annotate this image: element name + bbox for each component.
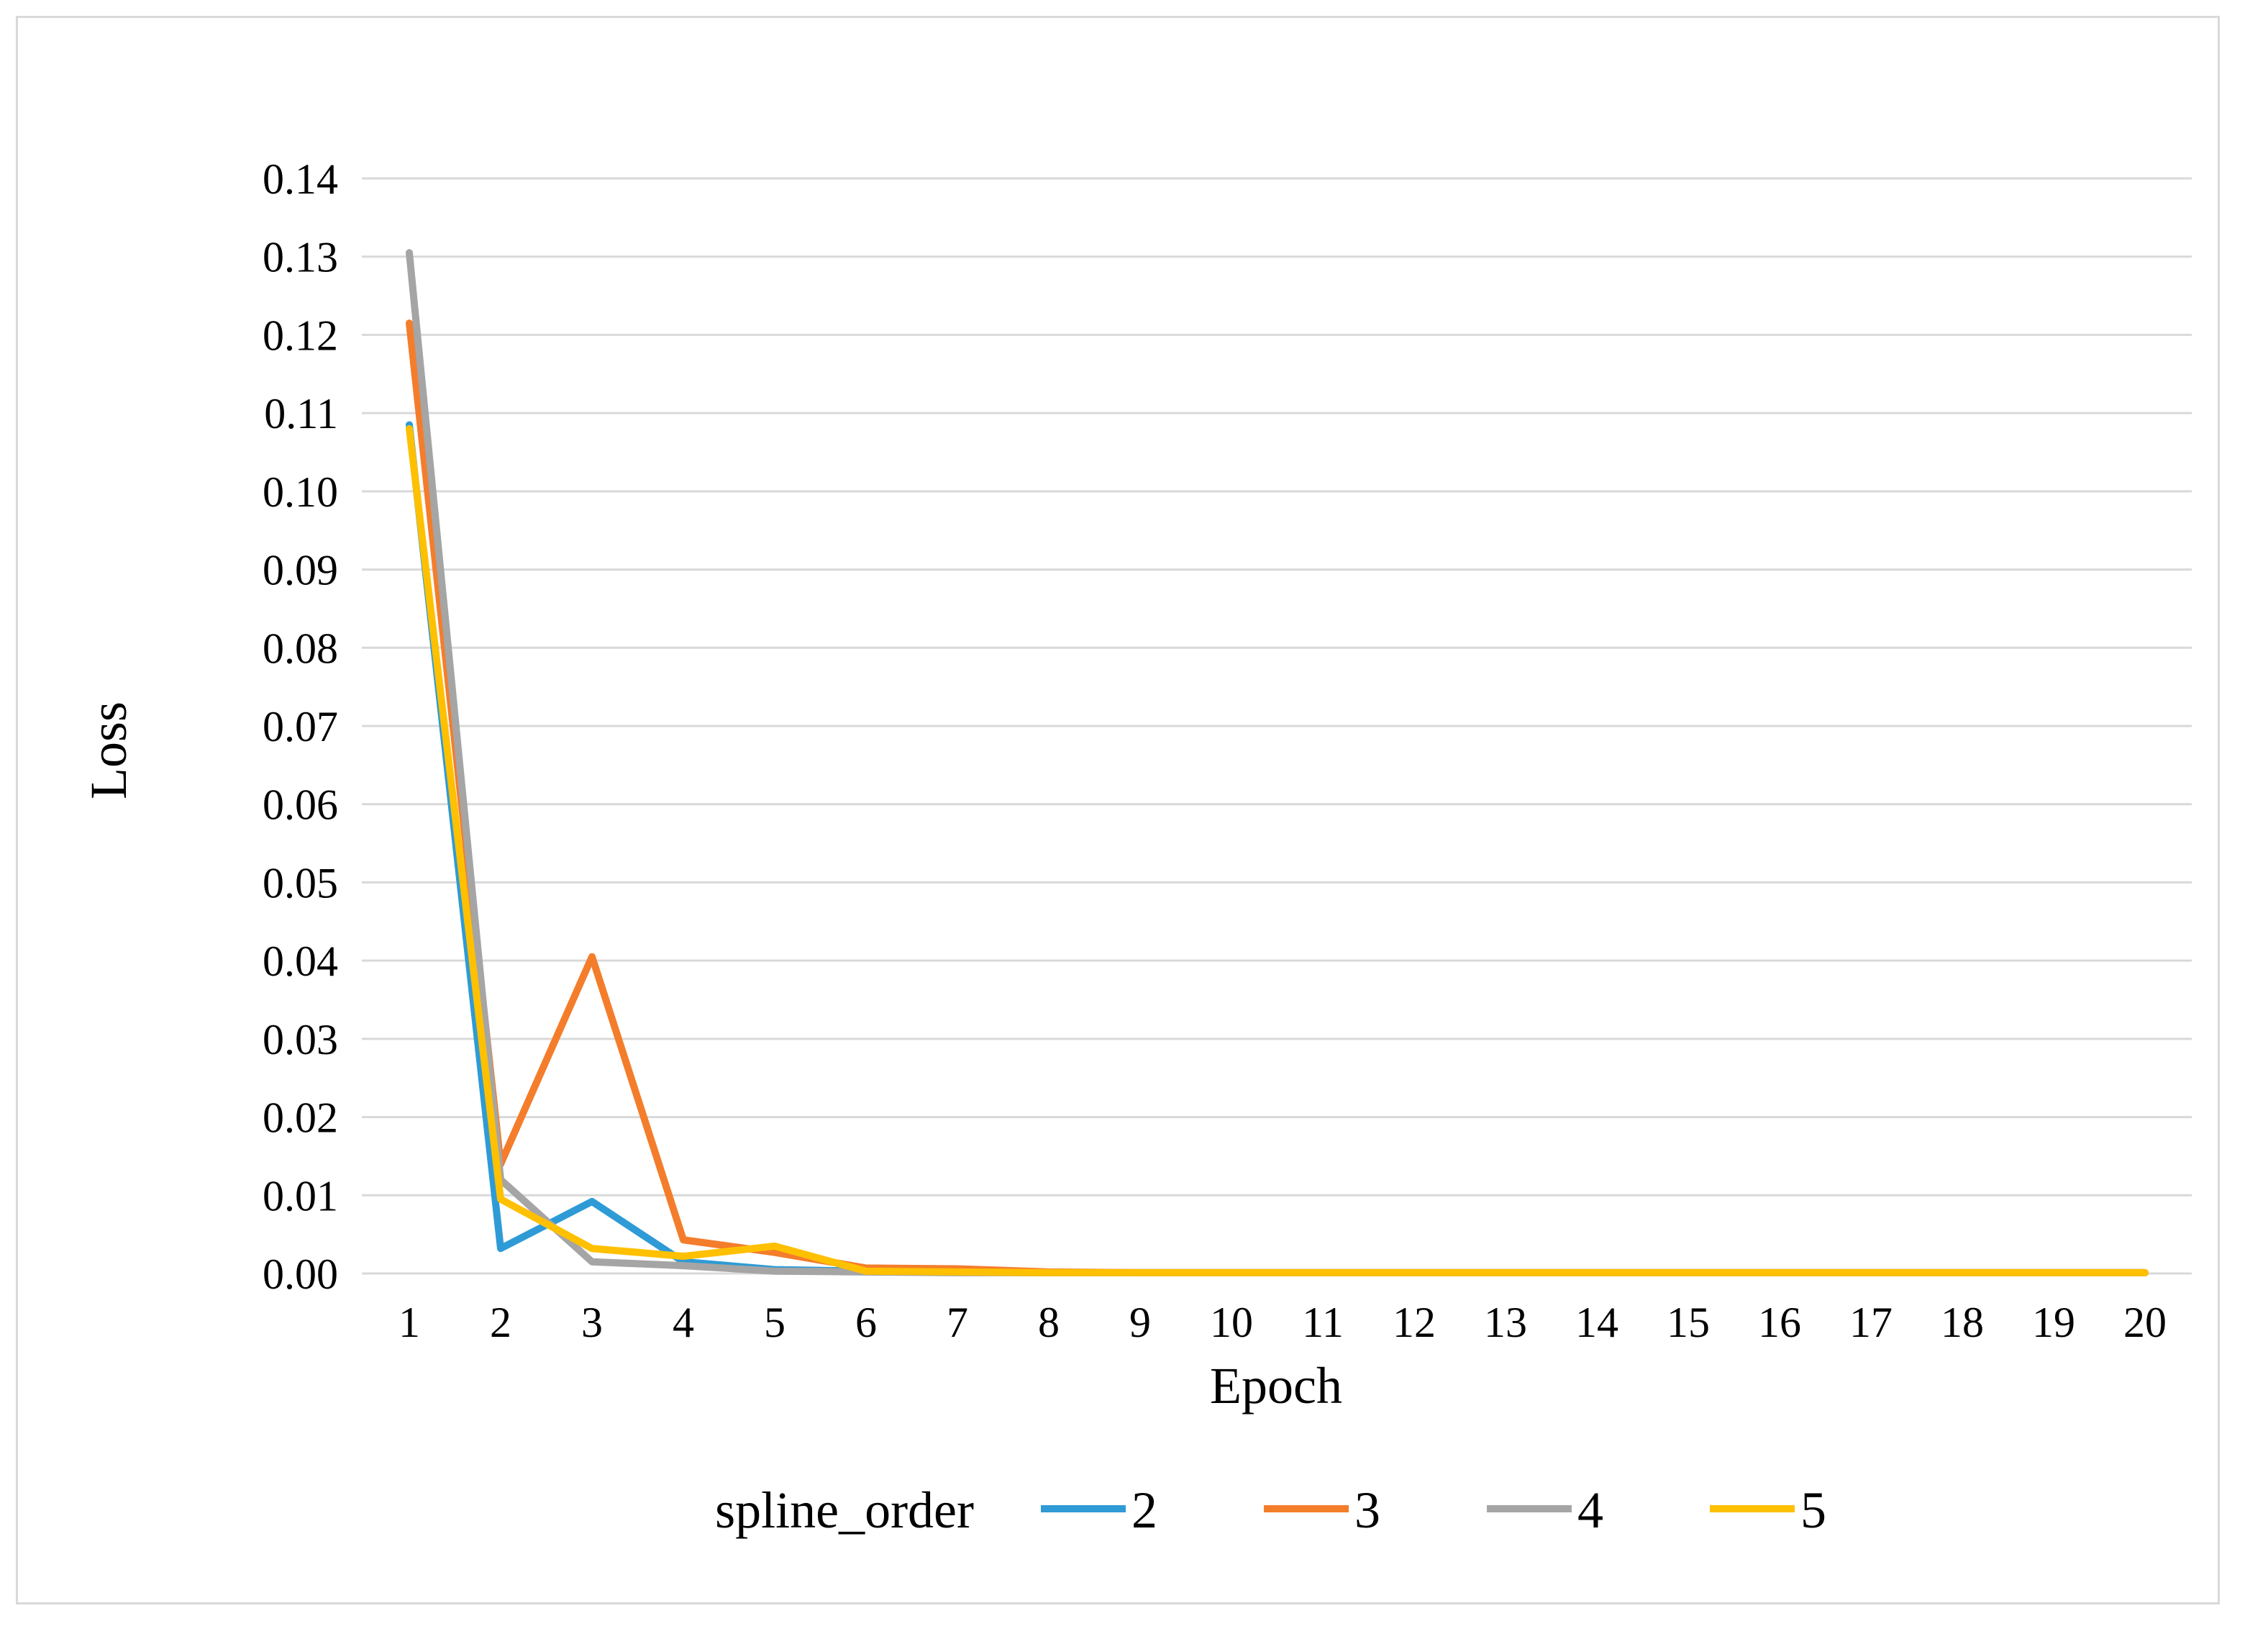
x-axis-title: Epoch (1210, 1357, 1342, 1415)
x-axis-tick-labels: 1 2 3 4 5 6 7 8 9 10 11 12 13 14 15 16 17 18 19 20 (399, 1299, 2167, 1346)
x-tick-label: 12 (1393, 1299, 1436, 1346)
y-tick-label: 0.08 (263, 625, 338, 672)
series-line-5 (406, 424, 2149, 1276)
series-line-2 (406, 421, 2149, 1276)
legend-title: spline_order (715, 1481, 974, 1539)
x-tick-label: 20 (2123, 1299, 2167, 1346)
y-tick-label: 0.00 (263, 1250, 338, 1298)
x-tick-label: 2 (490, 1299, 511, 1346)
x-tick-label: 8 (1038, 1299, 1060, 1346)
x-tick-label: 3 (581, 1299, 603, 1346)
x-tick-label: 7 (947, 1299, 968, 1346)
loss-line-chart: 0.00 0.01 0.02 0.03 0.04 0.05 0.06 0.07 0.08 0.09… (80, 155, 2192, 1539)
x-tick-label: 11 (1302, 1299, 1344, 1346)
y-tick-label: 0.05 (263, 859, 338, 907)
legend-label-5: 5 (1800, 1481, 1826, 1539)
x-tick-label: 18 (1941, 1299, 1984, 1346)
legend-label-3: 3 (1354, 1481, 1380, 1539)
y-tick-label: 0.04 (263, 937, 338, 985)
series-lines (406, 249, 2149, 1276)
x-tick-label: 5 (764, 1299, 785, 1346)
legend-label-4: 4 (1577, 1481, 1603, 1539)
y-tick-label: 0.02 (263, 1094, 338, 1142)
x-tick-label: 9 (1129, 1299, 1151, 1346)
x-tick-label: 17 (1849, 1299, 1893, 1346)
y-tick-label: 0.03 (263, 1016, 338, 1063)
y-tick-label: 0.07 (263, 703, 338, 750)
gridlines (362, 177, 2192, 1275)
y-axis-title: Loss (80, 702, 137, 799)
x-tick-label: 15 (1667, 1299, 1710, 1346)
chart-frame: 0.00 0.01 0.02 0.03 0.04 0.05 0.06 0.07 0.08 0.09… (16, 16, 2220, 1604)
y-tick-label: 0.10 (263, 468, 338, 516)
x-tick-label: 19 (2032, 1299, 2075, 1346)
x-tick-label: 10 (1210, 1299, 1253, 1346)
y-tick-label: 0.01 (263, 1172, 338, 1220)
x-tick-label: 4 (673, 1299, 694, 1346)
legend: spline_order 2 3 4 5 (715, 1481, 1826, 1539)
y-tick-label: 0.12 (263, 312, 338, 359)
x-tick-label: 6 (855, 1299, 877, 1346)
series-line-3 (406, 319, 2149, 1276)
y-axis-tick-labels: 0.00 0.01 0.02 0.03 0.04 0.05 0.06 0.07 0.08 0.09… (263, 155, 338, 1298)
x-tick-label: 14 (1575, 1299, 1618, 1346)
series-line-4 (406, 249, 2149, 1276)
x-tick-label: 1 (399, 1299, 420, 1346)
y-tick-label: 0.13 (263, 234, 338, 281)
y-tick-label: 0.14 (263, 155, 338, 203)
legend-label-2: 2 (1131, 1481, 1157, 1539)
x-tick-label: 13 (1484, 1299, 1527, 1346)
y-tick-label: 0.11 (264, 390, 338, 437)
y-tick-label: 0.06 (263, 781, 338, 829)
y-tick-label: 0.09 (263, 547, 338, 594)
x-tick-label: 16 (1758, 1299, 1801, 1346)
